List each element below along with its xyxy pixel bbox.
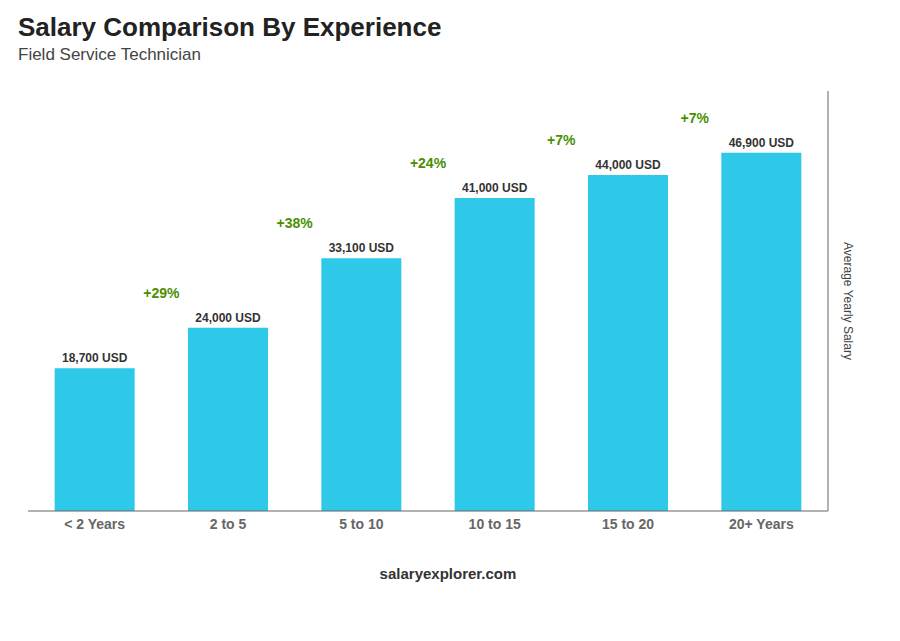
svg-text:20+ Years: 20+ Years [729, 516, 794, 532]
html-text:salaryexplorer.com: salaryexplorer.com [379, 565, 517, 582]
html-text:Salary Comparison By Experienc: Salary Comparison By Experience [18, 12, 442, 42]
svg-text:33,100 USD: 33,100 USD [329, 241, 395, 255]
svg-text:+29%: +29% [143, 285, 180, 301]
svg-text:18,700 USD: 18,700 USD [62, 351, 128, 365]
svg-text:5 to 10: 5 to 10 [339, 516, 384, 532]
svg-text:+7%: +7% [547, 132, 576, 148]
svg-text:2 to 5: 2 to 5 [210, 516, 247, 532]
svg-text:24,000 USD: 24,000 USD [195, 311, 261, 325]
svg-text:< 2 Years: < 2 Years [64, 516, 125, 532]
svg-text:+38%: +38% [277, 215, 314, 231]
svg-text:+24%: +24% [410, 155, 447, 171]
svg-text:Average Yearly Salary: Average Yearly Salary [841, 242, 855, 360]
svg-text:+7%: +7% [680, 110, 709, 126]
svg-text:10 to 15: 10 to 15 [469, 516, 521, 532]
svg-text:41,000 USD: 41,000 USD [462, 181, 528, 195]
svg-text:15 to 20: 15 to 20 [602, 516, 654, 532]
svg-text:44,000 USD: 44,000 USD [595, 158, 661, 172]
svg-text:46,900 USD: 46,900 USD [729, 136, 795, 150]
html-text:Field Service Technician: Field Service Technician [18, 45, 201, 64]
